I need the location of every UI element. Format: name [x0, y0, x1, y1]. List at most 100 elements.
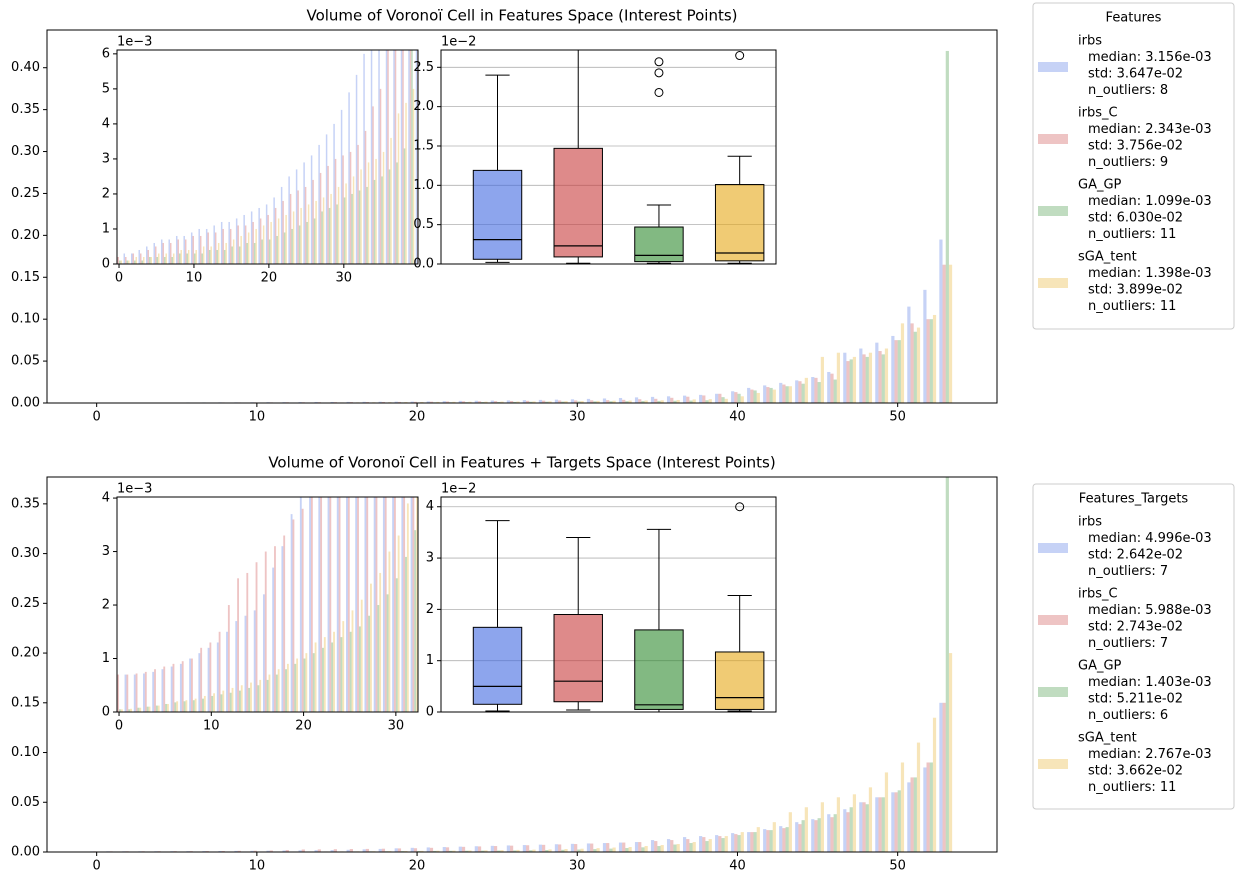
bar	[881, 797, 885, 852]
bar	[277, 669, 280, 712]
bar	[298, 850, 302, 852]
bar	[638, 842, 642, 852]
bar	[788, 812, 792, 852]
bar	[262, 594, 265, 712]
legend-stat: median: 2.767e-03	[1088, 747, 1212, 762]
bar	[222, 690, 225, 712]
bar	[162, 242, 164, 264]
bar	[313, 218, 316, 264]
bar	[347, 497, 350, 712]
bar	[120, 709, 123, 712]
bar	[436, 401, 440, 403]
bar	[397, 113, 400, 264]
legend-stat: std: 3.756e-02	[1088, 139, 1183, 154]
bar	[314, 850, 318, 852]
bar	[208, 249, 211, 264]
bar	[779, 826, 783, 852]
bar	[939, 239, 943, 403]
bar	[250, 682, 252, 712]
legend-stat: median: 1.398e-03	[1088, 266, 1212, 281]
bar	[570, 399, 575, 403]
x-tick-label: 10	[249, 410, 266, 425]
bar	[509, 400, 514, 403]
bar	[357, 144, 359, 264]
bar	[295, 169, 298, 264]
bar	[266, 679, 269, 712]
bar	[340, 109, 343, 264]
bar	[397, 535, 400, 712]
bar	[375, 158, 377, 264]
bar	[172, 253, 175, 264]
bar	[593, 401, 597, 403]
bar	[484, 850, 488, 852]
bar	[378, 401, 382, 403]
bar	[477, 846, 482, 852]
y-tick-label: 0.05	[11, 795, 40, 810]
bar	[702, 837, 706, 852]
bar	[868, 352, 873, 403]
bar	[180, 249, 182, 264]
bar	[292, 519, 295, 712]
bar	[247, 232, 250, 264]
bar	[397, 848, 402, 852]
box	[553, 147, 603, 258]
bar	[306, 221, 308, 264]
bar	[708, 839, 712, 852]
bar	[330, 193, 332, 264]
bar	[836, 352, 841, 403]
bar	[731, 391, 735, 403]
bar	[191, 658, 193, 712]
bar	[141, 260, 144, 264]
bar	[228, 221, 230, 264]
bar	[862, 802, 866, 852]
bar	[558, 400, 562, 403]
bar	[425, 445, 427, 712]
bar	[506, 845, 510, 852]
bar	[325, 134, 328, 264]
bar	[268, 674, 271, 712]
box	[553, 614, 603, 703]
bar	[355, 74, 358, 264]
bar	[392, 497, 395, 712]
bar	[346, 849, 350, 852]
bar	[718, 836, 722, 852]
y-tick-label: 3	[102, 151, 110, 166]
bar	[117, 674, 120, 712]
bar	[618, 397, 623, 403]
y-tick-label: 0.35	[11, 102, 40, 117]
bar	[708, 399, 712, 403]
bar	[229, 692, 232, 712]
bar	[266, 850, 270, 852]
bar	[590, 400, 594, 403]
bar	[290, 514, 293, 712]
bar	[798, 824, 802, 852]
bar	[366, 186, 368, 264]
bar	[259, 679, 262, 712]
bar	[323, 637, 326, 712]
legend-stat: median: 4.996e-03	[1088, 531, 1212, 546]
bar	[756, 392, 760, 403]
bar	[580, 401, 584, 403]
bar	[163, 666, 166, 712]
bar	[926, 319, 930, 403]
bar	[529, 850, 533, 852]
y-tick-label: 0.40	[11, 60, 40, 75]
bar	[830, 817, 834, 852]
bar	[852, 794, 857, 852]
bar	[385, 50, 388, 264]
bar	[377, 605, 380, 712]
bar	[586, 843, 591, 852]
bar	[852, 356, 857, 403]
bar	[318, 144, 320, 264]
bar	[414, 530, 417, 712]
bar	[225, 242, 227, 264]
bar	[865, 804, 869, 852]
bar	[352, 176, 355, 264]
bar	[169, 242, 172, 264]
bar	[218, 631, 221, 712]
bar	[203, 695, 206, 712]
y-tick-label: 0.15	[11, 270, 40, 285]
bar	[125, 256, 127, 264]
legend-swatch	[1038, 278, 1068, 288]
bar	[365, 848, 370, 852]
